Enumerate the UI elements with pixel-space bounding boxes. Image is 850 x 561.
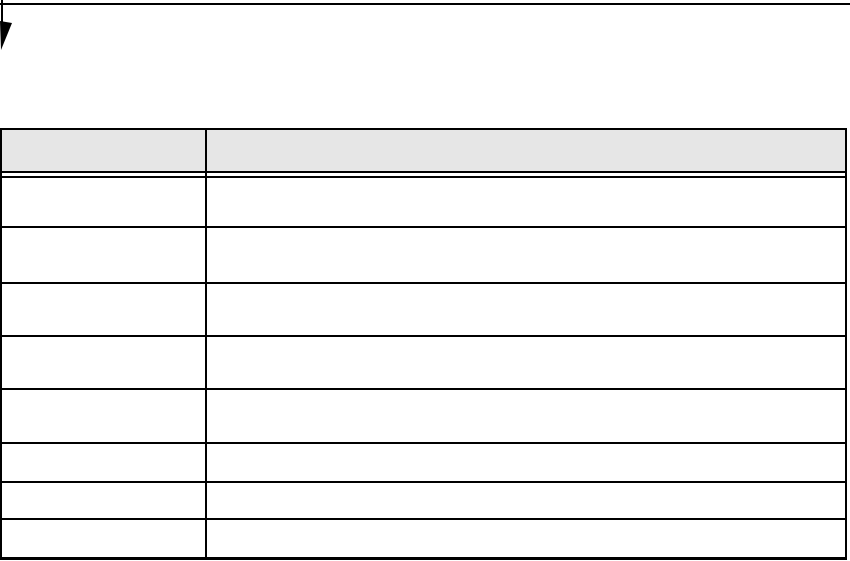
table-cell [2, 284, 207, 335]
table-cell [2, 390, 207, 442]
table-row [2, 444, 845, 483]
spacer-cell [2, 173, 207, 177]
table-cell [207, 178, 845, 226]
table-cell [2, 178, 207, 226]
table-cell [207, 228, 845, 282]
table-row [2, 178, 845, 228]
empty-two-column-table [0, 128, 847, 560]
table-cell [2, 483, 207, 518]
table-cell [207, 337, 845, 388]
table-row [2, 337, 845, 390]
table-cell [2, 444, 207, 481]
table-cell [207, 284, 845, 335]
table-cell [2, 520, 207, 557]
table-row [2, 390, 845, 444]
table-header-row [2, 130, 845, 173]
table-row [2, 284, 845, 337]
table-header-cell [2, 130, 207, 171]
table-cell [207, 520, 845, 557]
table-cell [207, 390, 845, 442]
table-row [2, 520, 845, 557]
table-cell [2, 337, 207, 388]
table-header-cell [207, 130, 845, 171]
corner-triangle-icon [0, 21, 12, 50]
table-cell [207, 444, 845, 481]
table-row [2, 228, 845, 284]
table-cell [2, 228, 207, 282]
table-cell [207, 483, 845, 518]
spacer-cell [207, 173, 845, 177]
top-horizontal-rule [0, 3, 850, 5]
header-double-rule-spacer [2, 173, 845, 178]
left-edge-tick [1, 0, 3, 22]
table-row [2, 483, 845, 520]
